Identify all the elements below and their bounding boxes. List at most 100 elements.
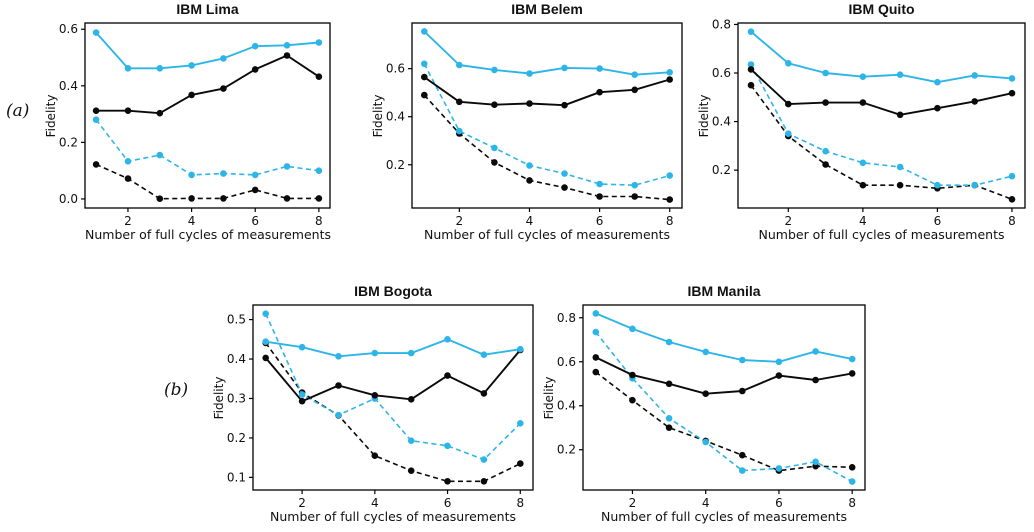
data-point-marker [526, 70, 533, 77]
data-point-marker [971, 72, 978, 79]
data-point-marker [631, 181, 638, 189]
data-point-marker [421, 73, 428, 81]
panel-a-label: (a) [6, 101, 30, 121]
data-point-marker [859, 181, 867, 189]
data-point-marker [407, 437, 415, 444]
axes-box [252, 304, 534, 491]
data-point-marker [1008, 196, 1016, 203]
data-point-marker [812, 348, 819, 355]
data-point-marker [934, 104, 941, 112]
data-point-marker [298, 343, 306, 351]
data-point-marker [859, 99, 867, 106]
data-point-marker [971, 98, 978, 105]
data-point-marker [775, 358, 783, 366]
data-point-marker [631, 71, 638, 78]
x-tick-label: 8 [1008, 214, 1016, 228]
data-point-marker [220, 55, 227, 62]
y-tick-label: 0.2 [557, 443, 576, 457]
y-tick-label: 0.2 [712, 163, 731, 177]
data-point-marker [92, 29, 100, 36]
data-point-marker [812, 376, 819, 384]
data-point-marker [188, 171, 195, 179]
data-point-marker [665, 415, 673, 422]
data-point-marker [92, 161, 100, 168]
series-line [265, 342, 521, 483]
data-point-marker [785, 100, 792, 108]
data-point-marker [421, 60, 428, 68]
data-point-marker [971, 181, 978, 189]
data-point-marker [848, 478, 856, 485]
x-tick-label: 2 [456, 214, 464, 228]
axes-box [84, 22, 331, 209]
data-point-marker [262, 354, 269, 362]
y-tick-label: 0.2 [227, 431, 246, 445]
y-tick-label: 0.6 [712, 66, 731, 80]
data-point-marker [456, 61, 463, 69]
y-tick-label: 0.3 [227, 391, 246, 405]
data-point-marker [220, 85, 227, 92]
data-point-marker [702, 438, 709, 446]
x-axis-label: Number of full cycles of measurements [270, 509, 516, 524]
data-point-marker [822, 99, 829, 106]
axes-box [737, 22, 1026, 209]
data-point-marker [262, 310, 269, 317]
series-line [265, 338, 521, 358]
series-line [264, 349, 522, 403]
data-point-marker [517, 345, 524, 353]
data-point-marker [747, 28, 755, 35]
chart-panel-ibm-belem: IBM Belem Fidelity 2 4 6 8 0.2 0.4 0.6 Number … [357, 0, 694, 248]
data-point-marker [262, 338, 269, 345]
data-point-marker [407, 467, 415, 474]
data-point-marker [220, 170, 227, 177]
series-line [750, 84, 1013, 201]
plot-area: 2 4 6 8 0.2 0.4 0.6 0.8 [712, 17, 1026, 228]
data-point-marker [298, 391, 306, 398]
data-point-marker [785, 60, 792, 67]
data-point-marker [283, 195, 291, 202]
x-axis-label: Number of full cycles of measurements [85, 227, 331, 242]
data-point-marker [526, 162, 533, 169]
x-tick-label: 2 [298, 496, 306, 510]
data-point-marker [251, 186, 259, 194]
x-tick-label: 2 [124, 214, 132, 228]
x-tick-label: 8 [848, 496, 856, 510]
x-tick-label: 8 [315, 214, 323, 228]
data-point-marker [298, 397, 306, 405]
data-point-marker [92, 116, 100, 123]
data-point-marker [1008, 172, 1016, 180]
x-tick-label: 4 [371, 496, 379, 510]
y-tick-label: 0.4 [386, 110, 405, 124]
series-line [750, 68, 1013, 116]
data-point-marker [371, 349, 379, 357]
data-point-marker [444, 478, 451, 485]
data-point-marker [747, 81, 755, 89]
data-point-marker [124, 65, 132, 72]
data-point-marker [480, 478, 488, 485]
x-tick-label: 4 [188, 214, 196, 228]
data-point-marker [480, 390, 488, 397]
data-point-marker [592, 368, 600, 376]
y-tick-label: 0.1 [227, 470, 246, 484]
data-point-marker [335, 411, 342, 419]
data-point-marker [739, 451, 746, 459]
x-tick-label: 6 [444, 496, 452, 510]
chart-title: IBM Lima [176, 1, 239, 17]
series-line [423, 94, 670, 201]
data-point-marker [283, 52, 291, 59]
data-point-marker [666, 69, 673, 76]
data-point-marker [702, 348, 709, 356]
y-tick-label: 0.4 [227, 352, 246, 366]
data-point-marker [526, 100, 533, 107]
y-tick-label: 0.4 [59, 79, 78, 93]
x-axis-label: Number of full cycles of measurements [758, 227, 1005, 242]
y-tick-label: 0.4 [712, 115, 731, 129]
data-point-marker [822, 69, 829, 77]
plot-area: 2 4 6 8 0.2 0.4 0.6 0.8 [557, 304, 866, 510]
data-point-marker [631, 193, 638, 200]
chart-panel-ibm-manila: IBM Manila Fidelity 2 4 6 8 0.2 0.4 0.6 0.8 Num… [528, 282, 877, 532]
data-point-marker [421, 91, 428, 99]
data-point-marker [421, 28, 428, 35]
data-point-marker [629, 325, 636, 333]
series-line [95, 163, 319, 200]
